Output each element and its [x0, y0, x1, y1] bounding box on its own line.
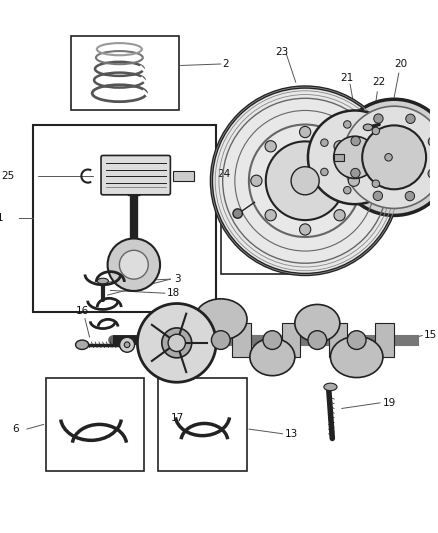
Ellipse shape — [363, 124, 373, 131]
Circle shape — [343, 120, 351, 128]
Ellipse shape — [250, 338, 295, 376]
Ellipse shape — [295, 304, 340, 342]
Circle shape — [336, 99, 438, 215]
Circle shape — [308, 330, 327, 350]
Text: 13: 13 — [285, 429, 298, 439]
Circle shape — [334, 209, 345, 221]
Circle shape — [347, 330, 366, 350]
Ellipse shape — [97, 278, 109, 284]
Bar — [46, 377, 144, 471]
Circle shape — [266, 141, 345, 220]
Circle shape — [348, 175, 360, 187]
Circle shape — [251, 175, 262, 187]
Bar — [232, 323, 251, 357]
Ellipse shape — [194, 299, 247, 340]
Bar — [221, 181, 310, 274]
Circle shape — [372, 127, 380, 135]
Text: 18: 18 — [167, 288, 180, 298]
Circle shape — [405, 191, 415, 201]
Circle shape — [351, 136, 360, 146]
Ellipse shape — [75, 340, 88, 350]
Circle shape — [212, 87, 399, 274]
Bar — [173, 172, 194, 181]
Text: 16: 16 — [75, 306, 89, 316]
Text: 15: 15 — [424, 330, 438, 341]
Text: 19: 19 — [383, 398, 396, 408]
Circle shape — [334, 136, 376, 179]
Circle shape — [120, 251, 148, 279]
Text: 1: 1 — [0, 213, 4, 223]
Text: 25: 25 — [1, 171, 14, 181]
Text: 3: 3 — [276, 155, 283, 165]
Text: 24: 24 — [217, 169, 230, 179]
Circle shape — [138, 303, 216, 382]
Text: 21: 21 — [340, 72, 353, 83]
Circle shape — [373, 191, 382, 200]
Circle shape — [120, 337, 134, 352]
Circle shape — [300, 224, 311, 235]
Circle shape — [334, 141, 345, 152]
Circle shape — [321, 139, 328, 147]
Circle shape — [321, 168, 328, 176]
Text: 23: 23 — [275, 47, 288, 58]
Circle shape — [108, 238, 160, 291]
FancyBboxPatch shape — [101, 156, 170, 195]
Circle shape — [291, 167, 319, 195]
Circle shape — [372, 180, 380, 188]
Ellipse shape — [330, 336, 383, 377]
Circle shape — [428, 169, 438, 179]
Circle shape — [124, 342, 130, 348]
Bar — [158, 377, 247, 471]
Text: 6: 6 — [13, 424, 19, 434]
Circle shape — [265, 209, 276, 221]
Circle shape — [263, 330, 282, 350]
Circle shape — [162, 328, 192, 358]
Circle shape — [428, 137, 438, 146]
Ellipse shape — [324, 383, 337, 391]
Bar — [375, 323, 394, 357]
Circle shape — [168, 334, 185, 352]
Circle shape — [406, 114, 415, 124]
Circle shape — [343, 106, 438, 208]
Text: 17: 17 — [171, 413, 184, 423]
Bar — [334, 154, 344, 161]
Circle shape — [265, 141, 276, 152]
Circle shape — [374, 114, 383, 123]
Text: 22: 22 — [373, 77, 386, 87]
Circle shape — [233, 209, 242, 218]
Circle shape — [343, 187, 351, 194]
Bar — [328, 323, 347, 357]
Circle shape — [212, 330, 230, 350]
Text: 20: 20 — [394, 59, 407, 69]
Text: 2: 2 — [223, 59, 230, 69]
Circle shape — [385, 154, 392, 161]
Bar — [33, 125, 216, 312]
Circle shape — [362, 125, 426, 189]
Bar — [71, 36, 179, 110]
Text: 3: 3 — [174, 274, 181, 284]
Bar — [282, 323, 300, 357]
Circle shape — [300, 126, 311, 138]
Circle shape — [308, 110, 402, 204]
Circle shape — [351, 168, 360, 177]
